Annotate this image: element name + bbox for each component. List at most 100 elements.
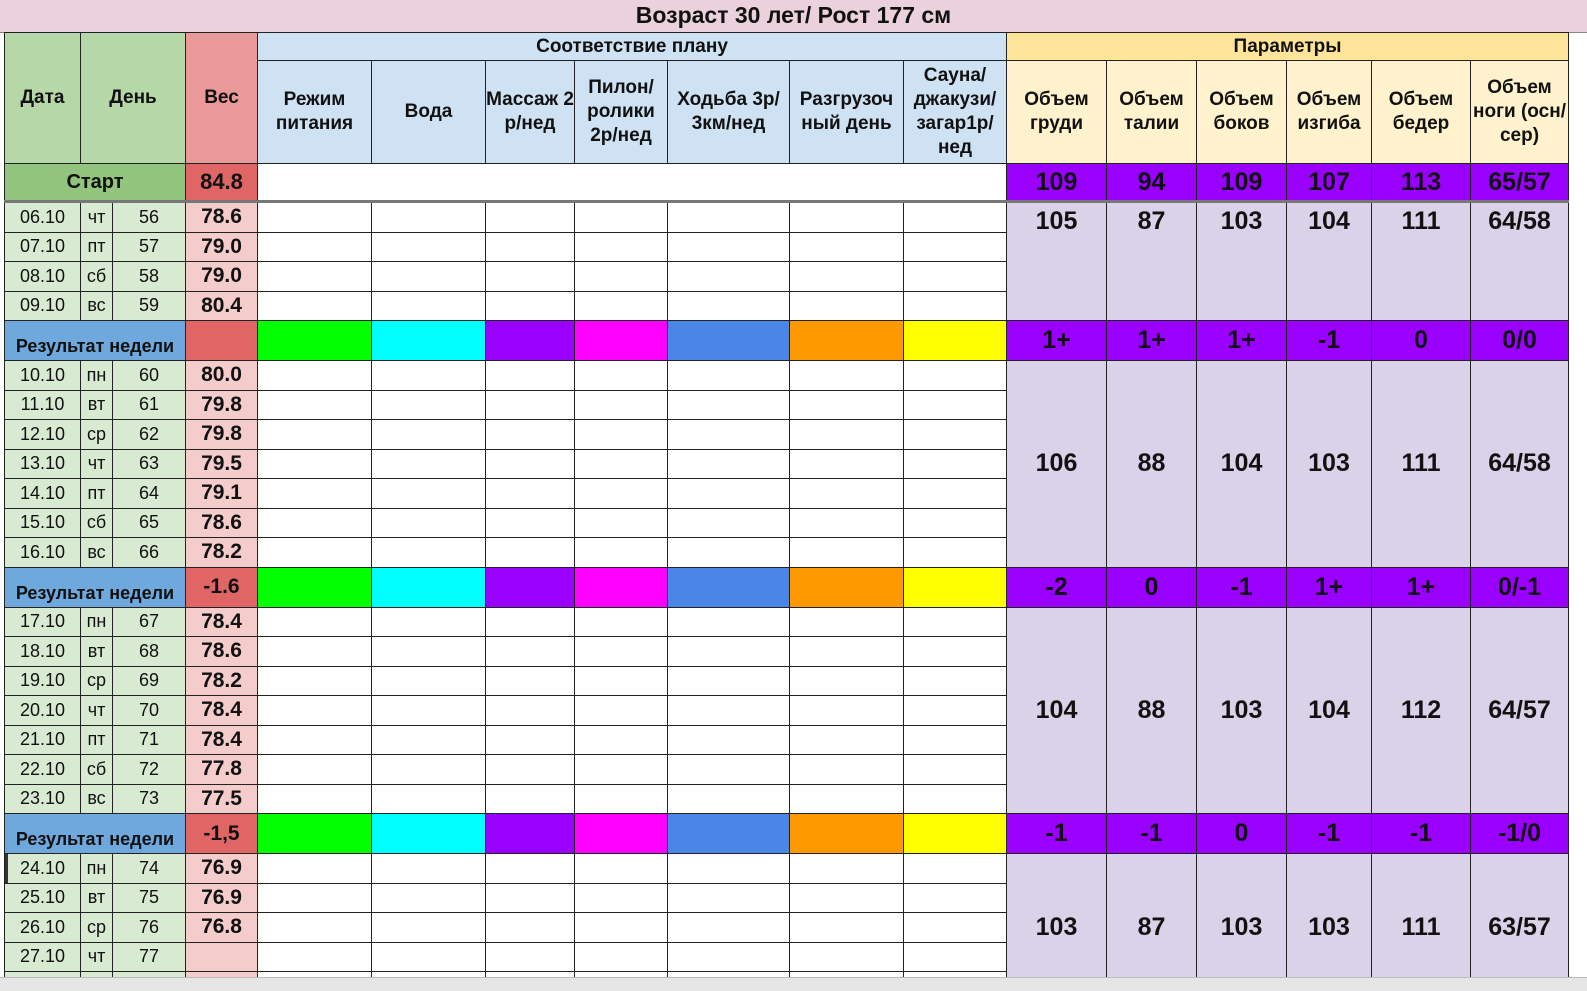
plan-check-cell[interactable] — [257, 912, 372, 943]
plan-check-cell[interactable] — [257, 360, 372, 391]
plan-check-cell[interactable] — [371, 912, 486, 943]
week-result-param[interactable]: -1 — [1006, 813, 1107, 854]
plan-check-cell[interactable] — [485, 606, 575, 637]
header-param-2[interactable]: Объем боков — [1196, 60, 1287, 164]
date-cell[interactable]: 21.10 — [4, 724, 81, 755]
day-number-cell[interactable]: 74 — [112, 853, 186, 884]
plan-check-cell[interactable] — [371, 754, 486, 785]
weight-cell[interactable]: 78.6 — [185, 507, 258, 538]
plan-check-cell[interactable] — [903, 478, 1007, 509]
param-value[interactable]: 111 — [1371, 853, 1471, 977]
start-param[interactable]: 94 — [1106, 163, 1197, 203]
day-number-cell[interactable]: 56 — [112, 201, 186, 233]
plan-color-cell[interactable] — [371, 320, 486, 361]
plan-check-cell[interactable] — [257, 389, 372, 420]
date-cell[interactable]: 24.10 — [4, 853, 81, 884]
plan-check-cell[interactable] — [257, 783, 372, 814]
plan-check-cell[interactable] — [574, 290, 668, 321]
weekday-cell[interactable]: пн — [80, 360, 113, 391]
plan-check-cell[interactable] — [485, 537, 575, 568]
plan-color-cell[interactable] — [667, 320, 790, 361]
weight-cell[interactable]: 78.6 — [185, 636, 258, 667]
param-value[interactable]: 111 — [1371, 201, 1471, 321]
plan-check-cell[interactable] — [903, 389, 1007, 420]
week-result-param[interactable]: 1+ — [1371, 566, 1471, 608]
plan-color-cell[interactable] — [574, 566, 668, 608]
plan-check-cell[interactable] — [903, 448, 1007, 479]
date-cell[interactable]: 22.10 — [4, 754, 81, 785]
weight-cell[interactable]: 79.8 — [185, 389, 258, 420]
plan-check-cell[interactable] — [667, 941, 790, 972]
plan-check-cell[interactable] — [667, 636, 790, 667]
plan-check-cell[interactable] — [485, 754, 575, 785]
plan-check-cell[interactable] — [903, 695, 1007, 726]
day-number-cell[interactable]: 62 — [112, 419, 186, 450]
plan-check-cell[interactable] — [667, 507, 790, 538]
weight-cell[interactable]: 79.0 — [185, 231, 258, 262]
weekday-cell[interactable]: вт — [80, 636, 113, 667]
plan-check-cell[interactable] — [371, 606, 486, 637]
param-value[interactable]: 103 — [1286, 853, 1372, 977]
plan-check-cell[interactable] — [574, 882, 668, 913]
plan-check-cell[interactable] — [257, 882, 372, 913]
plan-check-cell[interactable] — [257, 695, 372, 726]
plan-check-cell[interactable] — [667, 606, 790, 637]
plan-color-cell[interactable] — [903, 813, 1007, 854]
header-plan-0[interactable]: Режим питания — [257, 60, 372, 164]
plan-check-cell[interactable] — [485, 360, 575, 391]
header-day[interactable]: День — [80, 32, 186, 164]
date-cell[interactable]: 27.10 — [4, 941, 81, 972]
plan-check-cell[interactable] — [667, 754, 790, 785]
week-result-param[interactable]: 1+ — [1106, 320, 1197, 361]
plan-check-cell[interactable] — [257, 636, 372, 667]
plan-color-cell[interactable] — [789, 320, 904, 361]
week-result-param[interactable]: 0/-1 — [1470, 566, 1569, 608]
plan-color-cell[interactable] — [789, 813, 904, 854]
header-plan-4[interactable]: Ходьба 3р/ 3км/нед — [667, 60, 790, 164]
plan-check-cell[interactable] — [667, 695, 790, 726]
plan-check-cell[interactable] — [485, 665, 575, 696]
plan-check-cell[interactable] — [257, 231, 372, 262]
param-value[interactable]: 106 — [1006, 360, 1107, 568]
param-value[interactable]: 87 — [1106, 201, 1197, 321]
plan-check-cell[interactable] — [789, 507, 904, 538]
param-value[interactable]: 64/58 — [1470, 201, 1569, 321]
date-cell[interactable]: 19.10 — [4, 665, 81, 696]
param-value[interactable]: 87 — [1106, 853, 1197, 977]
plan-check-cell[interactable] — [485, 290, 575, 321]
plan-check-cell[interactable] — [903, 290, 1007, 321]
plan-check-cell[interactable] — [903, 853, 1007, 884]
plan-color-cell[interactable] — [371, 813, 486, 854]
day-number-cell[interactable]: 57 — [112, 231, 186, 262]
param-value[interactable]: 104 — [1286, 201, 1372, 321]
plan-check-cell[interactable] — [485, 783, 575, 814]
date-cell[interactable]: 26.10 — [4, 912, 81, 943]
weekday-cell[interactable]: вс — [80, 290, 113, 321]
weekday-cell[interactable]: вт — [80, 882, 113, 913]
weekday-cell[interactable]: ср — [80, 665, 113, 696]
day-number-cell[interactable]: 60 — [112, 360, 186, 391]
plan-check-cell[interactable] — [485, 448, 575, 479]
weekday-cell[interactable]: пн — [80, 606, 113, 637]
week-result-param[interactable]: 0/0 — [1470, 320, 1569, 361]
plan-check-cell[interactable] — [667, 882, 790, 913]
plan-check-cell[interactable] — [257, 448, 372, 479]
plan-check-cell[interactable] — [789, 290, 904, 321]
weight-cell[interactable]: 79.0 — [185, 261, 258, 292]
plan-check-cell[interactable] — [371, 853, 486, 884]
plan-check-cell[interactable] — [257, 261, 372, 292]
plan-check-cell[interactable] — [789, 695, 904, 726]
day-number-cell[interactable]: 63 — [112, 448, 186, 479]
date-cell[interactable]: 06.10 — [4, 201, 81, 233]
plan-color-cell[interactable] — [257, 813, 372, 854]
plan-check-cell[interactable] — [485, 695, 575, 726]
header-param-5[interactable]: Объем ноги (осн/сер) — [1470, 60, 1569, 164]
start-param[interactable]: 109 — [1196, 163, 1287, 203]
plan-check-cell[interactable] — [371, 478, 486, 509]
plan-check-cell[interactable] — [257, 478, 372, 509]
plan-check-cell[interactable] — [257, 754, 372, 785]
plan-color-cell[interactable] — [789, 566, 904, 608]
plan-check-cell[interactable] — [903, 665, 1007, 696]
param-value[interactable]: 88 — [1106, 606, 1197, 814]
week-result-param[interactable]: 0 — [1196, 813, 1287, 854]
